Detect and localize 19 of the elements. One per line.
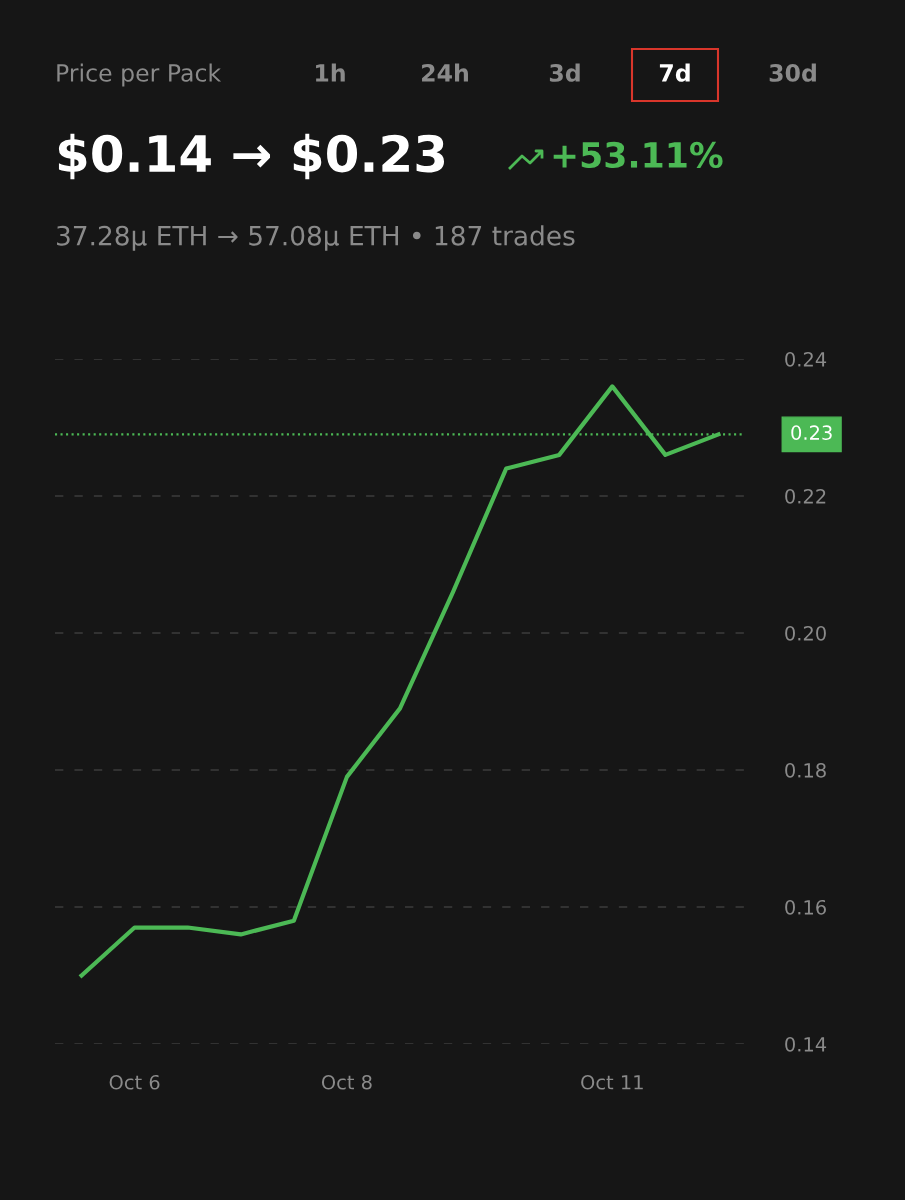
text: 1h — [316, 63, 345, 82]
text: +53.11% — [553, 141, 723, 169]
text: 7d — [659, 63, 690, 82]
y-tick-label: 0.20 — [785, 625, 826, 641]
y-tick-label: 0.16 — [785, 899, 826, 915]
y-tick-label: 0.24 — [785, 351, 827, 367]
x-tick-label: Oct 8 — [321, 1074, 372, 1090]
text: 3d — [549, 63, 580, 82]
text: 30d — [769, 63, 816, 82]
y-tick-label: 0.22 — [785, 488, 826, 504]
y-tick-label: 0.14 — [785, 1036, 827, 1052]
x-tick-label: Oct 6 — [109, 1074, 160, 1090]
ref-line-label: 0.23 — [791, 425, 832, 440]
text: 37.28μ ETH → 57.08μ ETH • 187 trades — [57, 225, 575, 251]
text: 24h — [422, 63, 468, 82]
x-tick-label: Oct 11 — [581, 1074, 643, 1090]
y-tick-label: 0.18 — [785, 762, 826, 778]
text: $0.14 → $0.23 — [58, 133, 445, 180]
chart-title: Price per Pack — [57, 63, 222, 87]
